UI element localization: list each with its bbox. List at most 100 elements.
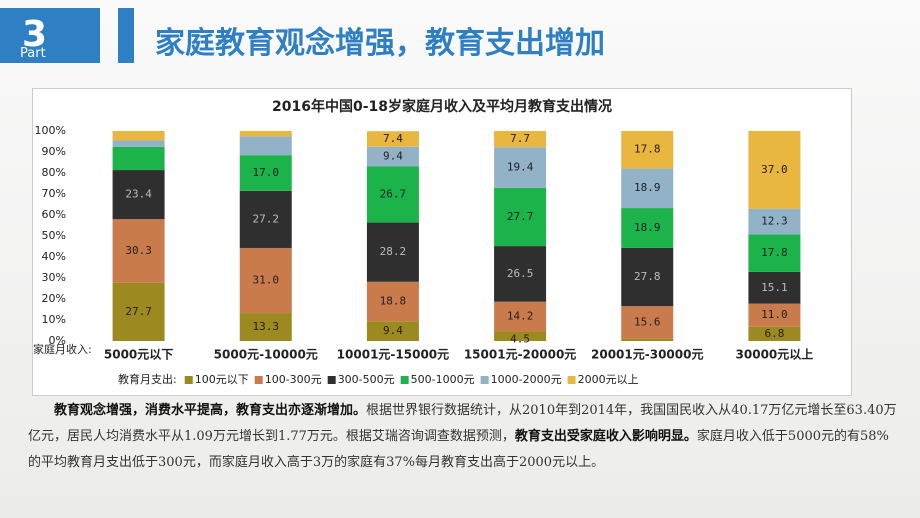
legend-swatch <box>480 376 489 384</box>
bar-segment <box>112 131 165 141</box>
paragraph-run: 家庭月收入低于5000元的有58%的平均教育月支出低于300元，而家庭月收入高于… <box>28 429 889 470</box>
paragraph-run: 教育支出受家庭收入影响明显。 <box>514 429 697 444</box>
legend-swatch <box>327 376 336 384</box>
bar-segment <box>621 131 674 169</box>
legend-label: 100元以下 <box>195 373 249 386</box>
x-tick-label: 30000元以上 <box>736 347 814 362</box>
bar-segment <box>366 166 419 223</box>
data-label: 31.0 <box>253 274 280 287</box>
y-tick-label: 50% <box>42 229 66 242</box>
bar-segment <box>366 281 419 322</box>
data-label: 4.5 <box>510 332 530 345</box>
data-label: 37.0 <box>761 163 788 176</box>
bar-segment <box>621 306 674 339</box>
y-tick-label: 0% <box>49 334 66 347</box>
legend-label: 2000元以上 <box>578 373 639 386</box>
paragraph-run: 根据世界银行数据统计，从2010年到2014年，我国国民收入从40.17万亿元增… <box>28 403 897 444</box>
data-label: 15.6 <box>634 316 661 329</box>
bar-segment <box>239 136 292 156</box>
data-label: 27.2 <box>253 212 280 225</box>
bar-segment <box>494 187 547 247</box>
data-label: 6.8 <box>764 327 784 340</box>
x-tick-label: 20001元-30000元 <box>591 348 703 362</box>
bar-segment <box>112 282 165 341</box>
data-label: 23.4 <box>125 188 152 201</box>
bar-segment <box>366 321 419 341</box>
chart-title: 2016年中国0-18岁家庭月收入及平均月教育支出情况 <box>272 98 612 115</box>
y-tick-label: 70% <box>42 187 66 200</box>
data-label: 27.8 <box>634 270 661 283</box>
bar-segment <box>112 219 165 283</box>
bar-segment <box>748 131 801 209</box>
y-tick-label: 80% <box>42 166 66 179</box>
bar-segment <box>239 313 292 341</box>
legend-swatch <box>400 376 409 384</box>
data-label: 18.8 <box>380 295 407 308</box>
bar-segment <box>748 303 801 327</box>
bar-segment <box>494 301 547 332</box>
bar-segment <box>494 147 547 188</box>
section-part: Part <box>20 46 46 61</box>
x-axis-label: 家庭月收入: <box>33 342 92 356</box>
bar-segment <box>494 131 547 148</box>
data-label: 13.3 <box>253 320 280 333</box>
legend-swatch <box>184 376 193 384</box>
bar-segment <box>239 131 292 137</box>
bar-segment <box>494 246 547 302</box>
section-badge: 3 Part <box>0 8 100 63</box>
y-tick-label: 90% <box>42 145 66 158</box>
bar-segment <box>239 190 292 248</box>
legend-label: 1000-2000元 <box>491 373 562 386</box>
data-label: 11.0 <box>761 308 788 321</box>
bar-segment <box>621 338 674 341</box>
data-label: 26.5 <box>507 267 534 280</box>
bar-segment <box>112 146 165 171</box>
legend-label: 300-500元 <box>338 373 395 386</box>
bar-segment <box>366 146 419 167</box>
data-label: 7.7 <box>510 132 530 145</box>
bar-segment <box>621 208 674 248</box>
y-tick-label: 30% <box>42 271 66 284</box>
paragraph: 教育观念增强，消费水平提高，教育支出亦逐渐增加。根据世界银行数据统计，从2010… <box>28 398 900 476</box>
bar-segment <box>366 131 419 147</box>
data-label: 27.7 <box>125 305 152 318</box>
legend-label: 500-1000元 <box>411 373 475 386</box>
bar-segment <box>748 208 801 235</box>
bar-segment <box>748 271 801 304</box>
bar-segment <box>621 168 674 209</box>
data-label: 9.4 <box>383 150 403 163</box>
legend-swatch <box>254 376 263 384</box>
x-tick-label: 10001元-15000元 <box>337 348 449 362</box>
data-label: 18.9 <box>634 181 661 194</box>
data-label: 19.4 <box>507 161 534 174</box>
accent-bar <box>118 8 134 63</box>
data-label: 30.3 <box>125 244 152 257</box>
data-label: 17.8 <box>634 143 661 156</box>
data-label: 18.9 <box>634 221 661 234</box>
bar-segment <box>748 234 801 272</box>
x-tick-label: 15001元-20000元 <box>464 348 576 362</box>
bar-segment <box>239 247 292 314</box>
x-tick-label: 5000元以下 <box>104 348 173 362</box>
data-label: 28.2 <box>380 245 407 258</box>
data-label: 27.7 <box>507 210 534 223</box>
legend-label: 100-300元 <box>265 373 322 386</box>
y-tick-label: 40% <box>42 250 66 263</box>
data-label: 26.7 <box>380 188 407 201</box>
slide-heading: 家庭教育观念增强，教育支出增加 <box>155 26 605 61</box>
bar-segment <box>366 222 419 282</box>
chart: 2016年中国0-18岁家庭月收入及平均月教育支出情况 家庭月收入: 0% 10%… <box>32 88 852 396</box>
y-tick-label: 10% <box>42 313 66 326</box>
bar-segment <box>621 247 674 307</box>
legend-swatch <box>567 376 576 384</box>
data-label: 14.2 <box>507 310 534 323</box>
data-label: 15.1 <box>761 281 788 294</box>
data-label: 12.3 <box>761 215 788 228</box>
y-tick-label: 100% <box>35 124 66 137</box>
data-label: 17.0 <box>253 166 280 179</box>
data-label: 9.4 <box>383 324 403 337</box>
paragraph-run: 教育观念增强，消费水平提高，教育支出亦逐渐增加。 <box>54 403 367 418</box>
bar-segment <box>748 326 801 341</box>
section-number: 3 <box>22 14 48 55</box>
